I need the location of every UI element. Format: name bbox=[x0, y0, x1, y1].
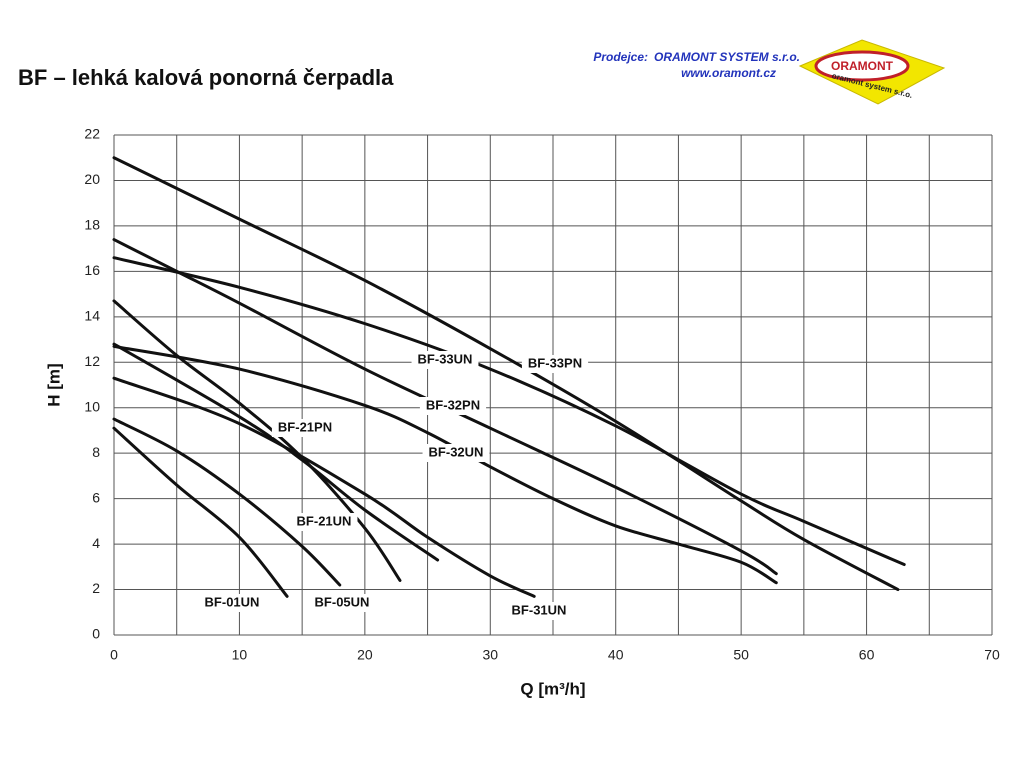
x-axis-title: Q [m³/h] bbox=[520, 679, 585, 698]
x-tick-label: 30 bbox=[482, 647, 498, 663]
y-tick-label: 8 bbox=[92, 444, 100, 460]
label-bg bbox=[422, 444, 490, 462]
curve-label: BF-32UN bbox=[422, 444, 490, 462]
legend-label: BF-31UN bbox=[512, 602, 567, 617]
legend-label: BF-21UN bbox=[297, 513, 352, 528]
dealer-name: ORAMONT SYSTEM s.r.o. bbox=[654, 50, 800, 64]
curve-label: BF-21UN bbox=[290, 513, 358, 531]
dealer-url: www.oramont.cz bbox=[681, 66, 776, 80]
y-tick-label: 14 bbox=[84, 308, 100, 324]
label-bg bbox=[271, 419, 339, 437]
curve bbox=[112, 342, 440, 562]
label-bg bbox=[505, 602, 573, 620]
logo-text: ORAMONT bbox=[831, 59, 894, 73]
curve bbox=[112, 299, 402, 582]
y-tick-label: 22 bbox=[84, 126, 100, 142]
label-bg bbox=[308, 594, 376, 612]
curve-label: BF-21PN bbox=[271, 419, 339, 437]
curve bbox=[112, 426, 289, 598]
x-tick-label: 20 bbox=[357, 647, 373, 663]
chart-title: BF – lehká kalová ponorná čerpadla bbox=[18, 65, 394, 90]
curve bbox=[112, 376, 536, 598]
legend-label: BF-33UN bbox=[418, 351, 473, 366]
x-tick-label: 60 bbox=[859, 647, 875, 663]
x-tick-label: 40 bbox=[608, 647, 624, 663]
curve bbox=[112, 417, 342, 587]
legend-label: BF-21PN bbox=[278, 419, 332, 434]
curve-label: BF-32PN bbox=[419, 397, 487, 415]
y-tick-label: 16 bbox=[84, 262, 100, 278]
curve bbox=[112, 256, 906, 567]
label-bg bbox=[419, 397, 487, 415]
curve-label: BF-01UN bbox=[198, 594, 266, 612]
y-axis-title: H [m] bbox=[44, 363, 63, 406]
y-tick-label: 10 bbox=[84, 398, 100, 414]
legend-label: BF-33PN bbox=[528, 355, 582, 370]
y-tick-label: 12 bbox=[84, 353, 100, 369]
y-tick-label: 0 bbox=[92, 626, 100, 642]
legend-label: BF-01UN bbox=[205, 594, 260, 609]
label-bg bbox=[521, 355, 589, 373]
curve-label: BF-31UN bbox=[505, 602, 573, 620]
x-tick-label: 50 bbox=[733, 647, 749, 663]
legend-label: BF-32PN bbox=[426, 397, 480, 412]
y-tick-label: 4 bbox=[92, 535, 100, 551]
legend-label: BF-32UN bbox=[429, 444, 484, 459]
curve-label: BF-33PN bbox=[521, 355, 589, 373]
y-tick-label: 6 bbox=[92, 489, 100, 505]
x-tick-label: 10 bbox=[232, 647, 248, 663]
curve-label: BF-05UN bbox=[308, 594, 376, 612]
legend-label: BF-05UN bbox=[315, 594, 370, 609]
y-tick-label: 20 bbox=[84, 171, 100, 187]
logo-oval bbox=[814, 50, 910, 82]
y-tick-label: 2 bbox=[92, 580, 100, 596]
dealer-label: Prodejce: bbox=[593, 50, 648, 64]
x-tick-label: 0 bbox=[110, 647, 118, 663]
x-tick-label: 70 bbox=[984, 647, 1000, 663]
label-bg bbox=[411, 351, 479, 369]
curve bbox=[112, 344, 778, 585]
label-bg bbox=[198, 594, 266, 612]
logo: ORAMONT oramont system s.r.o. bbox=[798, 39, 946, 105]
label-bg bbox=[290, 513, 358, 531]
y-tick-label: 18 bbox=[84, 217, 100, 233]
curve bbox=[112, 156, 900, 592]
curve-label: BF-33UN bbox=[411, 351, 479, 369]
